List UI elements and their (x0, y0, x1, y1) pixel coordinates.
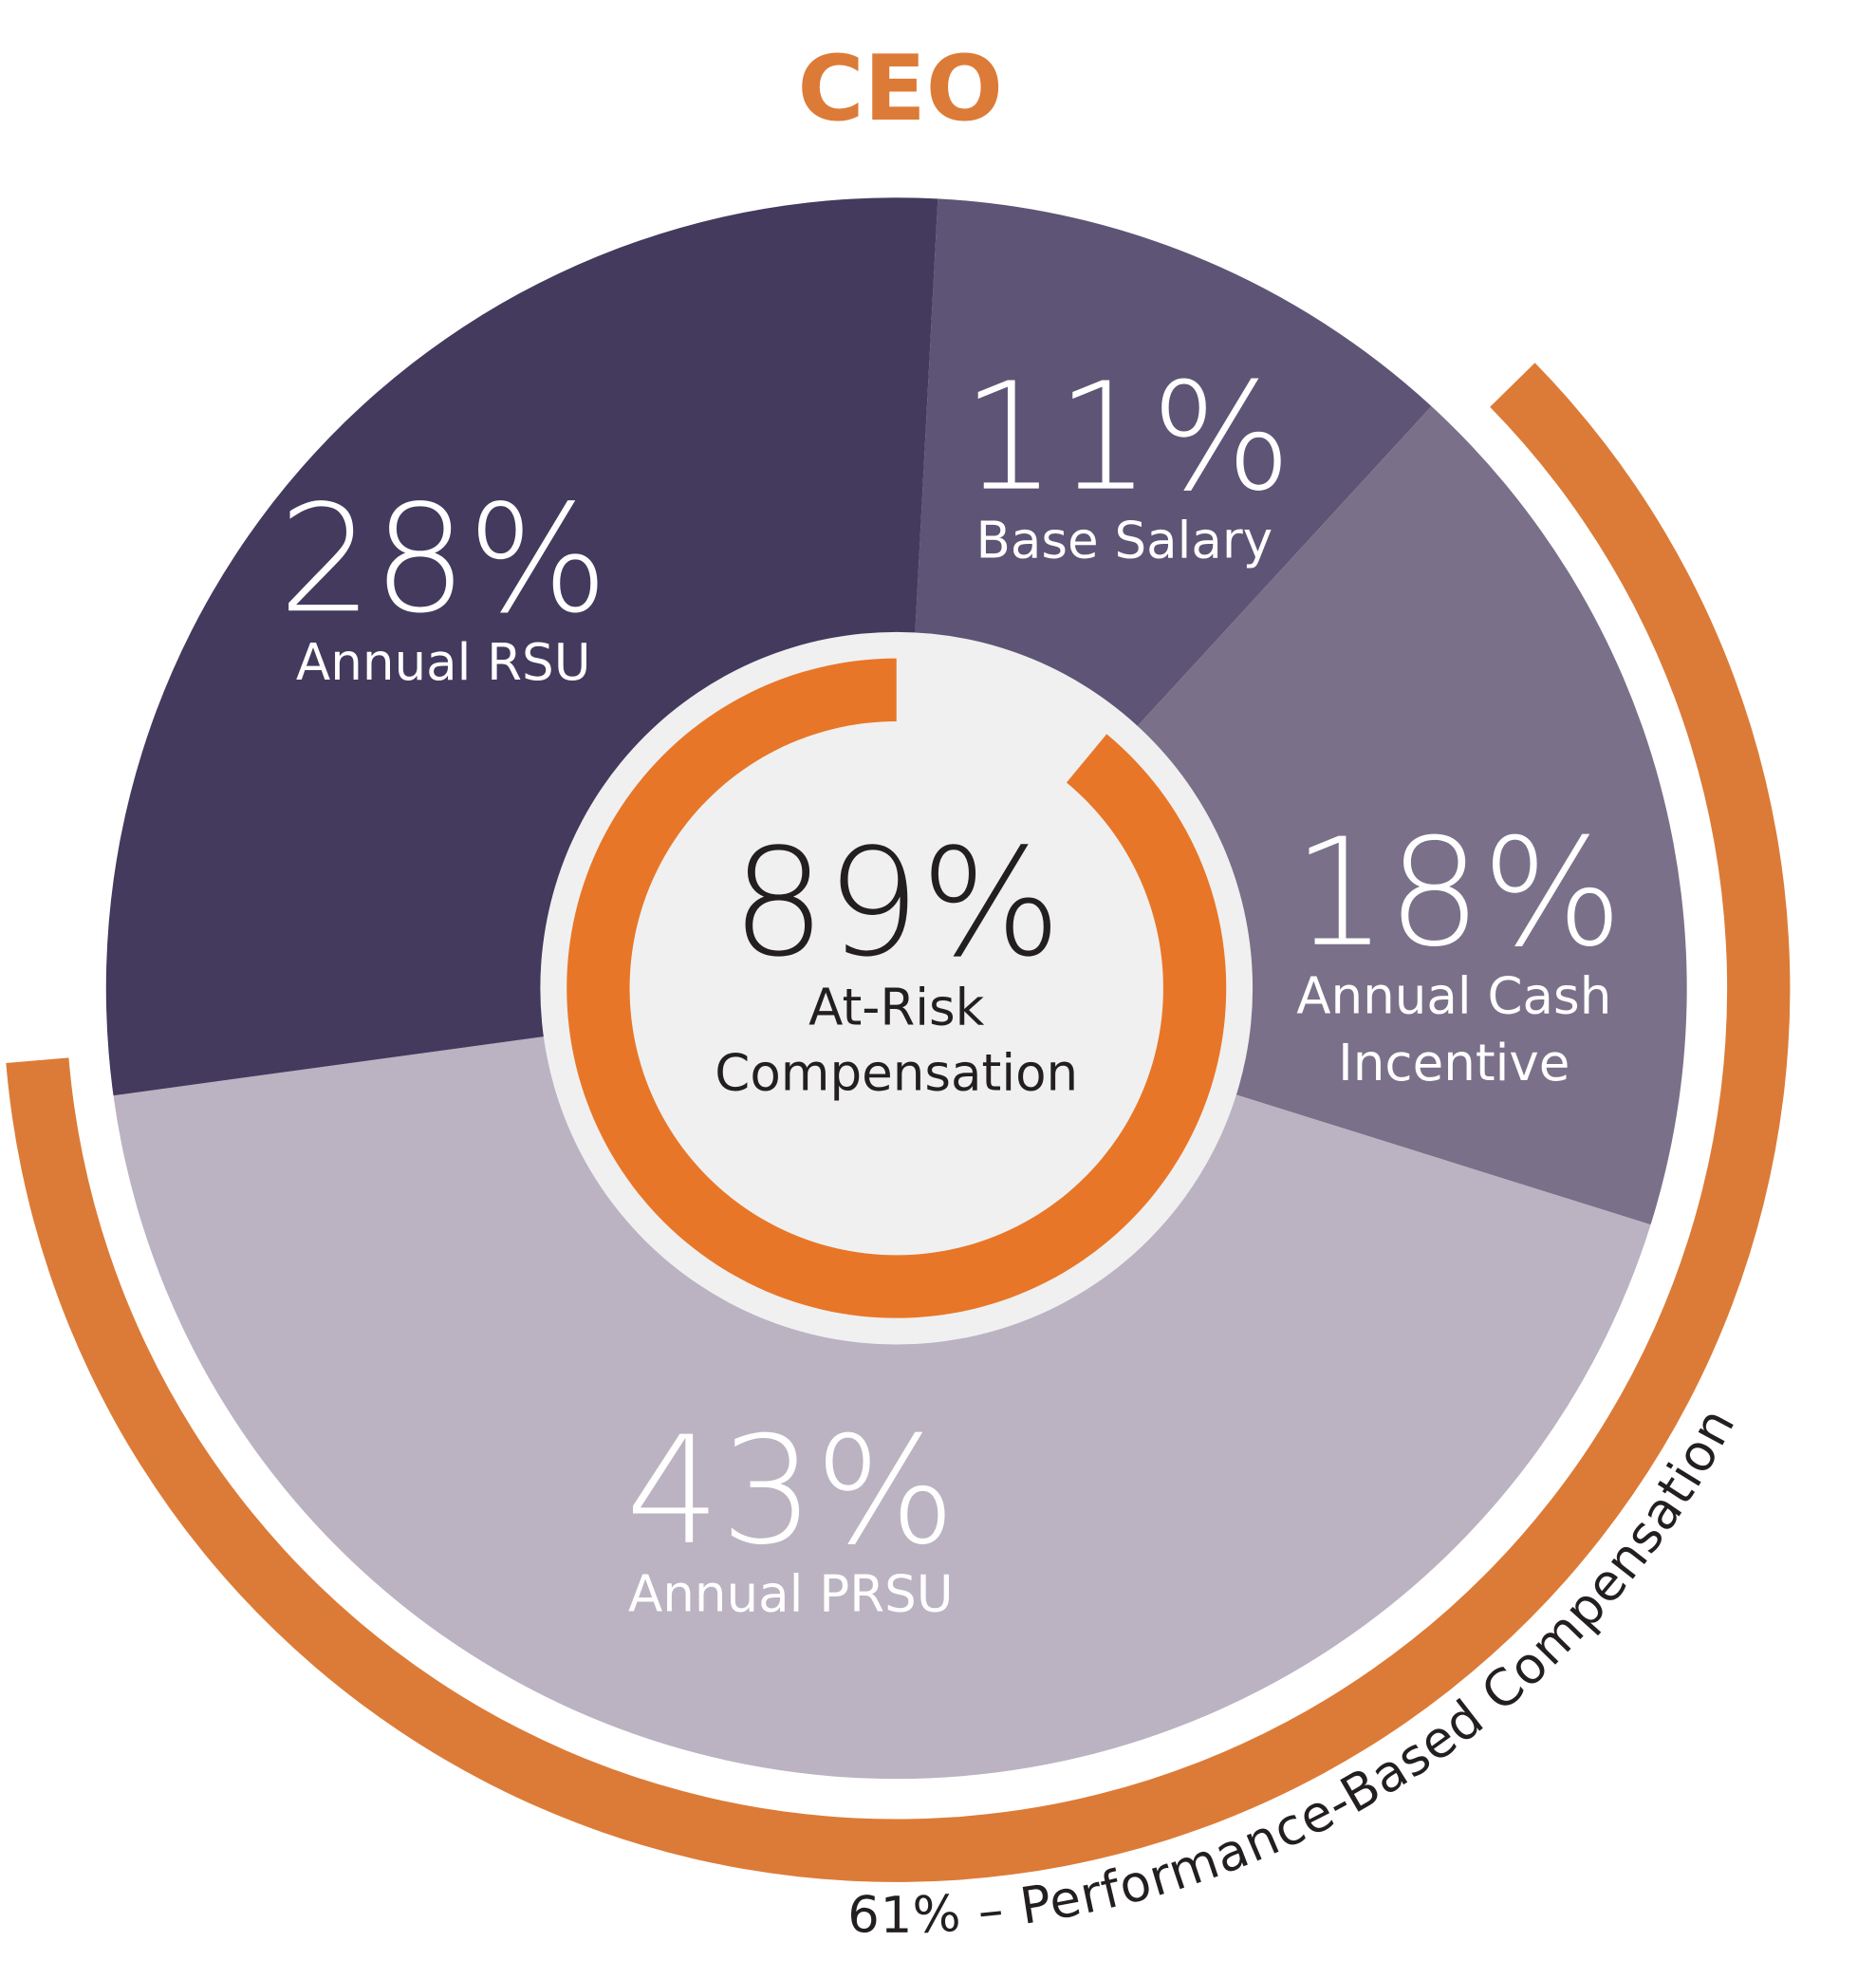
center-label-2: Compensation (715, 1044, 1078, 1103)
center-disc (540, 631, 1254, 1345)
slice-value-base-salary: 11% (962, 351, 1292, 524)
slice-label-rsu: Annual RSU (296, 633, 591, 692)
slice-value-cash: 18% (1292, 807, 1623, 980)
pie-slice-annual-prsu (113, 988, 1651, 1780)
chart-title: CEO (797, 35, 1002, 141)
center-value: 89% (732, 816, 1062, 989)
slice-label-cash-2: Incentive (1338, 1034, 1570, 1092)
slice-label-prsu: Annual PRSU (628, 1565, 954, 1624)
center-label-1: At-Risk (808, 979, 985, 1037)
performance-based-arc (6, 363, 1791, 1882)
slice-label-base-salary: Base Salary (975, 512, 1272, 570)
slice-label-cash-1: Annual Cash (1296, 967, 1611, 1026)
slice-value-prsu: 43% (625, 1405, 956, 1578)
slice-value-rsu: 28% (278, 473, 608, 645)
